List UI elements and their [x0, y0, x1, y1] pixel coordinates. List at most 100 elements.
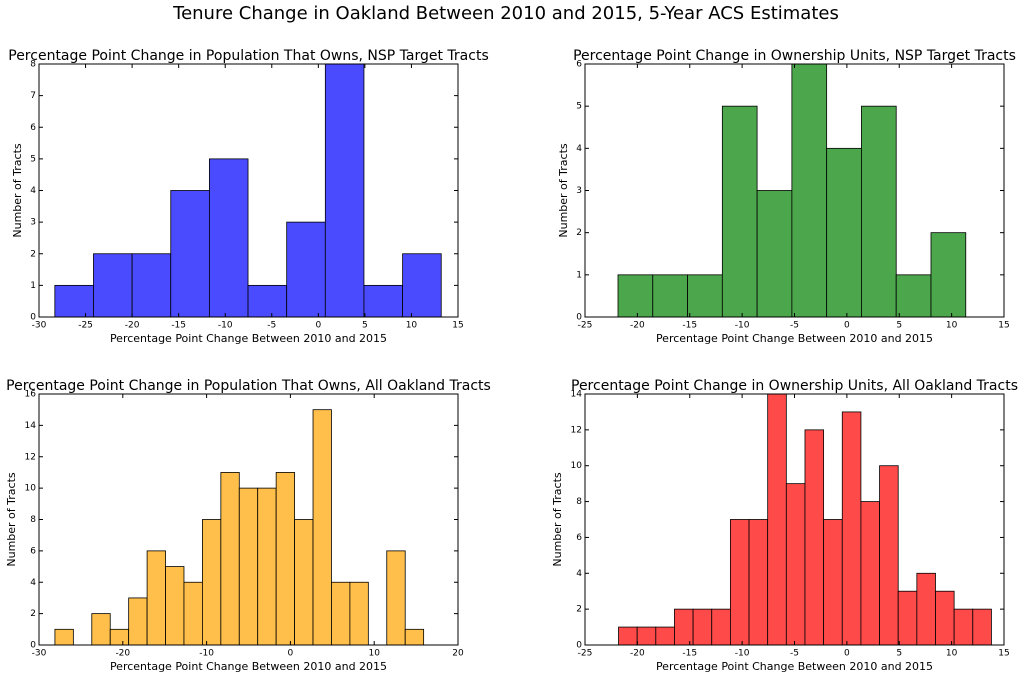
y-axis-label: Number of Tracts — [5, 472, 18, 567]
y-tick-label: 0 — [576, 313, 582, 323]
x-tick-label: 0 — [844, 321, 850, 331]
x-tick-label: -5 — [267, 321, 276, 331]
bar — [692, 608, 713, 646]
y-tick-label: 2 — [576, 605, 582, 615]
bar — [652, 274, 688, 318]
x-tick-label: 10 — [946, 649, 958, 659]
x-tick-label: -20 — [630, 649, 645, 659]
bar — [386, 550, 406, 646]
y-axis-label: Number of Tracts — [557, 143, 570, 238]
x-tick-label: -10 — [199, 649, 214, 659]
bar — [721, 105, 758, 318]
y-tick-label: 10 — [25, 484, 37, 494]
x-axis-label: Percentage Point Change Between 2010 and… — [110, 332, 387, 345]
x-tick-label: -15 — [171, 321, 186, 331]
bar — [324, 63, 365, 318]
bar — [247, 284, 288, 318]
bar — [767, 393, 787, 646]
bar — [687, 274, 723, 318]
y-tick-label: 6 — [30, 546, 36, 556]
bar — [930, 232, 967, 318]
bar — [363, 284, 403, 318]
bar — [165, 566, 185, 646]
chart-title: Percentage Point Change in Population Th… — [6, 378, 491, 394]
y-axis-label: Number of Tracts — [551, 472, 564, 567]
y-tick-label: 3 — [30, 218, 36, 228]
y-tick-label: 16 — [25, 390, 37, 400]
x-tick-label: 15 — [998, 321, 1009, 331]
bar — [791, 63, 828, 318]
y-axis-label: Number of Tracts — [11, 143, 24, 238]
x-tick-label: -5 — [790, 321, 799, 331]
y-tick-label: 2 — [30, 609, 36, 619]
bar — [861, 105, 897, 318]
x-tick-label: -25 — [578, 649, 593, 659]
bar — [404, 628, 425, 646]
bar — [953, 608, 974, 646]
x-tick-label: -10 — [218, 321, 233, 331]
bar — [294, 519, 314, 646]
bar — [238, 487, 259, 646]
x-tick-label: -20 — [630, 321, 645, 331]
bar — [826, 147, 862, 318]
bar — [972, 608, 992, 646]
bar — [711, 608, 731, 646]
y-tick-label: 7 — [30, 91, 36, 101]
bar — [897, 590, 918, 646]
bar — [331, 581, 351, 646]
bar — [93, 253, 133, 318]
x-tick-label: 15 — [452, 321, 463, 331]
bar — [402, 253, 442, 318]
bar — [804, 429, 825, 646]
bar — [312, 409, 332, 646]
x-tick-label: 5 — [896, 649, 902, 659]
y-tick-label: 0 — [576, 641, 582, 651]
x-tick-label: 20 — [452, 649, 464, 659]
x-tick-label: -20 — [115, 649, 130, 659]
bar — [257, 487, 277, 646]
y-tick-label: 8 — [30, 60, 36, 70]
y-tick-label: 8 — [30, 515, 36, 525]
x-tick-label: -10 — [735, 321, 750, 331]
y-tick-label: 3 — [576, 186, 582, 196]
bar — [879, 465, 899, 646]
x-tick-label: 0 — [844, 649, 850, 659]
bar — [895, 274, 932, 318]
bar — [54, 628, 74, 646]
bar — [183, 581, 203, 646]
bar — [349, 581, 369, 646]
y-tick-label: 6 — [30, 123, 36, 133]
bar — [636, 626, 657, 646]
y-tick-label: 2 — [576, 228, 582, 238]
x-tick-label: 5 — [896, 321, 902, 331]
y-tick-label: 12 — [25, 452, 36, 462]
bar — [146, 550, 166, 646]
bar — [54, 284, 94, 318]
x-axis-label: Percentage Point Change Between 2010 and… — [656, 332, 933, 345]
bar — [286, 221, 326, 318]
x-tick-label: 15 — [998, 649, 1009, 659]
x-tick-label: 0 — [288, 649, 294, 659]
x-tick-label: -20 — [125, 321, 140, 331]
chart-title: Percentage Point Change in Ownership Uni… — [573, 48, 1016, 64]
bar — [170, 190, 210, 318]
y-tick-label: 2 — [30, 249, 36, 259]
bar — [674, 608, 694, 646]
bar — [617, 274, 654, 318]
y-tick-label: 4 — [576, 144, 582, 154]
y-tick-label: 4 — [30, 186, 36, 196]
y-tick-label: 10 — [571, 461, 583, 471]
y-tick-label: 8 — [576, 497, 582, 507]
bar — [823, 519, 843, 646]
bar — [916, 572, 936, 646]
y-tick-label: 1 — [576, 270, 582, 280]
x-tick-label: -30 — [32, 321, 47, 331]
x-tick-label: -10 — [735, 649, 750, 659]
bar — [109, 628, 130, 646]
bar — [128, 597, 148, 646]
bar — [618, 626, 638, 646]
y-tick-label: 4 — [30, 578, 36, 588]
bar — [860, 501, 880, 646]
x-tick-label: 10 — [406, 321, 418, 331]
bar — [131, 253, 172, 318]
